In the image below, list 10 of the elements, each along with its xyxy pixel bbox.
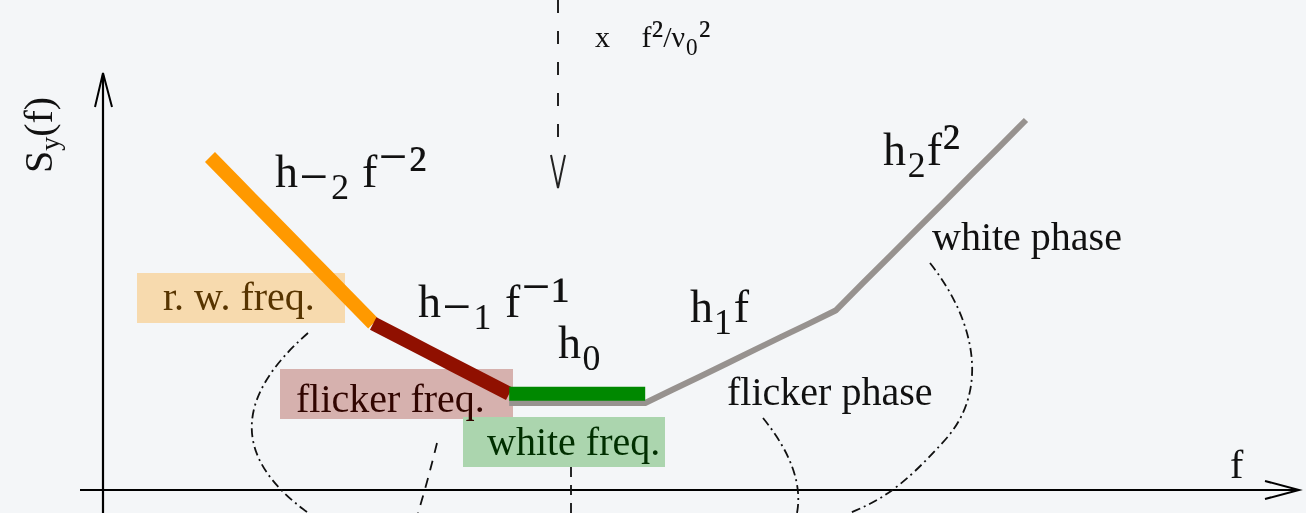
annotation: h₋₂ f⁻²	[275, 134, 427, 200]
series-label: flicker freq.	[296, 376, 485, 421]
annotation: h₂f²	[883, 112, 961, 178]
annotation: h₁f	[690, 269, 750, 335]
x-axis-title: f	[1230, 442, 1244, 487]
series-label: white freq.	[487, 419, 661, 464]
annotation: white phase	[932, 214, 1122, 259]
annotation: flicker phase	[727, 369, 933, 414]
text: x f²/ν₀²	[595, 12, 711, 55]
series-label: r. w. freq.	[163, 274, 315, 319]
